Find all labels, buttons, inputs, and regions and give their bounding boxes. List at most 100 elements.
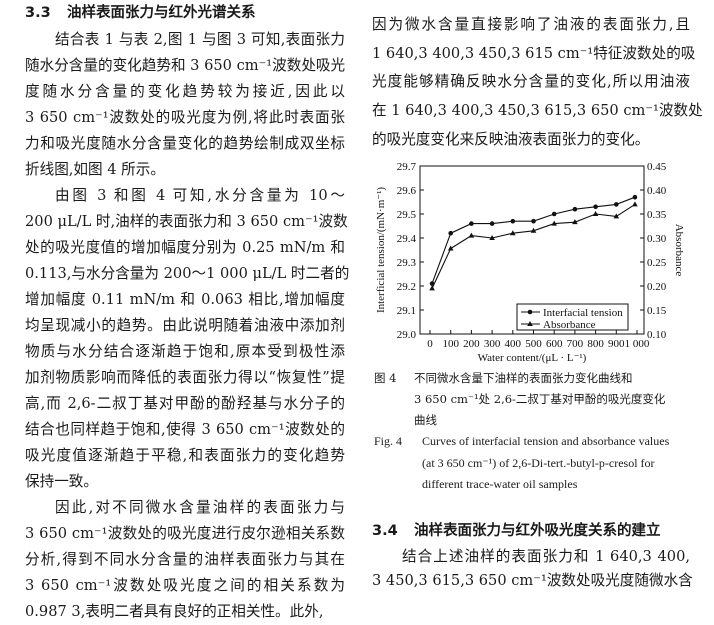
text-line: 增加幅度 0.11 mN/m 和 0.063 相比,增加幅度 <box>25 291 345 308</box>
data-point-absorbance <box>592 211 599 216</box>
x-tick-label: 900 <box>608 338 625 350</box>
left-paragraphs: 结合表 1 与表 2,图 1 与图 3 可知,表面张力随水分含量的变化趋势和 3… <box>25 27 350 625</box>
data-point-tension <box>572 206 578 212</box>
data-point-tension <box>632 194 638 200</box>
legend-marker-tension <box>527 309 533 315</box>
text-line: 加剂物质影响而降低的表面张力得以“恢复性”提 <box>25 369 345 386</box>
section-3-4: 3.4 油样表面张力与红外吸光度关系的建立 结合上述油样的表面张力和 1 640,… <box>372 518 693 593</box>
caption-en-line: Curves of interfacial tension and absorb… <box>422 434 670 448</box>
series-line-absorbance <box>431 203 636 289</box>
y2-tick-label: 0.45 <box>647 161 667 173</box>
text-line: 折线图,如图 4 所示。 <box>25 161 165 178</box>
text-line: 光度能够精确反映水分含量的变化,所以用油液 <box>372 73 690 91</box>
data-point-absorbance <box>447 245 454 251</box>
text-line: 3 450,3 615,3 650 cm⁻¹波数处吸光度随微水含 <box>372 572 693 589</box>
text-line: 结合表 1 与表 2,图 1 与图 3 可知,表面张力 <box>55 31 345 48</box>
text-line: 高,而 2,6-二叔丁基对甲酚的酚羟基与水分子的 <box>25 395 345 412</box>
y2-tick-label: 0.25 <box>647 257 667 269</box>
text-line: 度随水分含量的变化趋势较为接近,因此以 <box>25 83 345 100</box>
x-axis-label: Water content/(μL · L⁻¹) <box>478 352 587 364</box>
y2-tick-label: 0.10 <box>647 329 667 341</box>
section-title: 油样表面张力与红外光谱关系 <box>67 5 256 21</box>
text-line: 200 μL/L 时,油样的表面张力和 3 650 cm⁻¹波数 <box>25 213 348 230</box>
caption-en: Fig. 4 Curves of interfacial tension and … <box>374 431 694 496</box>
data-point-absorbance <box>572 219 578 225</box>
text-line: 保持一致。 <box>25 473 98 490</box>
y2-tick-label: 0.30 <box>647 233 667 245</box>
text-line: 物质与水分结合逐渐趋于饱和,原本受到极性添 <box>25 343 345 360</box>
caption-cn-line: 曲线 <box>414 413 437 427</box>
text-line: 3 650 cm⁻¹波数处的吸光度为例,将此时表面张 <box>25 109 345 126</box>
x-tick-label: 1 000 <box>625 338 650 350</box>
series-line-tension <box>431 196 636 284</box>
x-tick-label: 300 <box>484 338 501 350</box>
text-line: 的吸光度变化来反映油液表面张力的变化。 <box>372 130 650 148</box>
x-tick-label: 400 <box>505 338 522 350</box>
caption-en-line: (at 3 650 cm⁻¹) of 2,6-Di-tert.-butyl-p-… <box>422 455 655 470</box>
text-line: 由图 3 和图 4 可知,水分含量为 10～ <box>55 187 345 204</box>
data-point-absorbance <box>632 201 638 207</box>
text-line: 吸光度值逐渐趋于平稳,和表面张力的变化趋势 <box>25 447 345 464</box>
y2-axis-label: Absorbance <box>673 224 685 277</box>
continuation-paragraph: 因为微水含量直接影响了油液的表面张力,且 1 640,3 400,3 450,3 … <box>372 11 703 154</box>
data-point-tension <box>531 218 536 224</box>
text-line: 0.987 3,表明二者具有良好的正相关性。此外, <box>25 603 324 620</box>
caption-en-line: different trace-water oil samples <box>422 477 578 491</box>
text-line: 力和吸光度随水分含量变化的趋势绘制成双坐标 <box>25 135 345 152</box>
text-line: 因此,对不同微水含量油样的表面张力与 <box>55 499 345 516</box>
right-column-top: 因为微水含量直接影响了油液的表面张力,且 1 640,3 400,3 450,3 … <box>372 11 703 154</box>
y-tick-label: 29.1 <box>397 305 416 317</box>
y-tick-label: 29.0 <box>397 329 417 341</box>
caption-cn-line: 不同微水含量下油样的表面张力变化曲线和 <box>414 371 633 385</box>
y2-tick-label: 0.40 <box>647 185 667 197</box>
text-line: 3 650 cm⁻¹波数处吸光度之间的相关系数为 <box>25 577 345 594</box>
x-tick-label: 700 <box>567 338 584 350</box>
text-line: 结合上述油样的表面张力和 1 640,3 400, <box>402 548 690 565</box>
y2-tick-label: 0.15 <box>647 305 667 317</box>
section-number: 3.3 <box>25 5 51 21</box>
section-number: 3.4 <box>372 523 398 539</box>
x-tick-label: 200 <box>463 338 480 350</box>
x-tick-label: 500 <box>525 338 542 350</box>
x-tick-label: 0 <box>427 338 433 350</box>
x-tick-label: 800 <box>587 338 604 350</box>
text-line: 结合也同样趋于饱和,使得 3 650 cm⁻¹波数处的 <box>25 421 345 438</box>
left-column: 3.3 油样表面张力与红外光谱关系 结合表 1 与表 2,图 1 与图 3 可知,… <box>25 0 350 625</box>
y-axis-label: Interficial tension/(mN·m⁻¹) <box>375 187 387 313</box>
y2-tick-label: 0.35 <box>647 209 667 221</box>
data-point-absorbance <box>429 285 435 291</box>
legend-label-absorbance: Absorbance <box>543 319 596 331</box>
y-tick-label: 29.5 <box>397 209 417 221</box>
data-point-absorbance <box>510 230 516 236</box>
legend-marker-absorbance <box>527 321 533 326</box>
y-tick-label: 29.6 <box>397 185 417 197</box>
x-tick-label: 600 <box>546 338 563 350</box>
data-point-absorbance <box>613 213 620 219</box>
x-tick-label: 100 <box>442 338 459 350</box>
caption-cn: 图 4 不同微水含量下油样的表面张力变化曲线和 3 650 cm⁻¹处 2,6-二… <box>374 368 694 431</box>
legend-label-tension: Interfacial tension <box>543 307 623 319</box>
data-point-absorbance <box>530 227 537 233</box>
caption-en-label: Fig. 4 <box>374 434 403 448</box>
y-tick-label: 29.3 <box>397 257 417 269</box>
data-point-absorbance <box>551 220 557 226</box>
section-3-4-heading: 3.4 油样表面张力与红外吸光度关系的建立 <box>372 518 690 545</box>
data-point-tension <box>469 221 474 226</box>
data-point-tension <box>551 211 557 217</box>
text-line: 均呈现减小的趋势。由此说明随着油液中添加剂 <box>25 317 345 334</box>
text-line: 0.113,与水分含量为 200～1 000 μL/L 时二者的 <box>25 265 350 282</box>
data-point-tension <box>614 202 619 207</box>
y-tick-label: 29.7 <box>397 161 417 173</box>
figure-4-chart: 29.0 29.1 29.2 29.3 29.4 29.5 29.6 29.7 0.10 0.15… <box>375 161 685 364</box>
text-line: 1 640,3 400,3 450,3 615 cm⁻¹特征波数处的吸 <box>372 44 696 62</box>
caption-cn-label: 图 4 <box>374 371 397 385</box>
data-point-tension <box>448 230 453 236</box>
text-line: 随水分含量的变化趋势和 3 650 cm⁻¹波数处吸光 <box>25 57 346 74</box>
text-line: 处的吸光度值的增加幅度分别为 0.25 mN/m 和 <box>25 239 345 256</box>
section-3-3-heading: 3.3 油样表面张力与红外光谱关系 <box>25 0 345 27</box>
data-point-tension <box>593 204 598 210</box>
figure-caption: 图 4 不同微水含量下油样的表面张力变化曲线和 3 650 cm⁻¹处 2,6-二… <box>374 368 694 496</box>
text-line: 3 650 cm⁻¹波数处的吸光度进行皮尔逊相关系数 <box>25 525 345 542</box>
legend-box <box>516 303 629 331</box>
